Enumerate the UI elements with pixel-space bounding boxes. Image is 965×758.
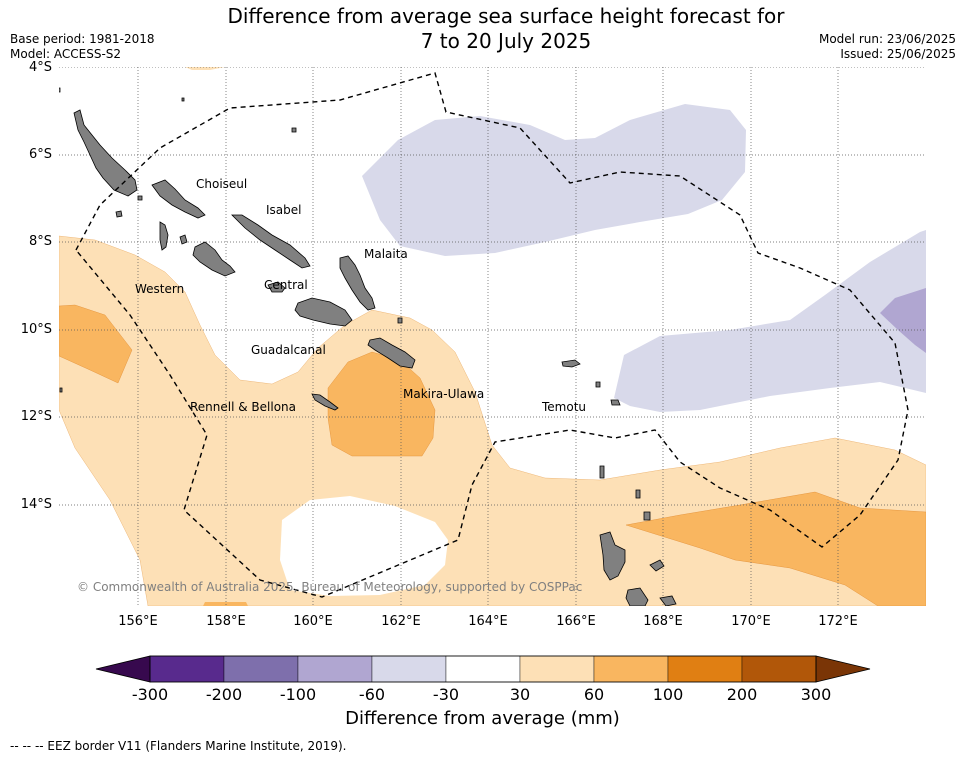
ontong-java-island — [59, 87, 61, 93]
anomaly-60-100-west — [59, 304, 133, 384]
lon-label-162e: 162°E — [381, 614, 421, 629]
colorbar-tick-label: -30 — [432, 685, 460, 704]
small-islet-4 — [179, 234, 188, 245]
malaita-island — [339, 255, 376, 311]
colorbar-tick-label: 60 — [583, 685, 605, 704]
colorbar-frame — [149, 655, 817, 683]
makira-island — [367, 337, 416, 369]
colorbar-over-arrow — [815, 655, 871, 683]
anomaly-60-100-top — [185, 67, 225, 70]
lon-label-156e: 156°E — [118, 614, 158, 629]
eez-border — [75, 72, 909, 598]
map-canvas: Choiseul Isabel Malaita Western Central … — [59, 67, 926, 606]
buka-island — [59, 387, 63, 393]
anomaly-60-100-small — [203, 602, 248, 606]
neutral-hole — [280, 496, 448, 596]
choiseul-island — [151, 179, 206, 219]
small-islet-3 — [397, 317, 403, 324]
model-text: Model: ACCESS-S2 — [10, 47, 122, 61]
lat-label-12s: 12°S — [20, 409, 52, 424]
anomaly-neg30-neg60-north — [362, 104, 746, 256]
region-label-makira-ulawa: Makira-Ulawa — [403, 387, 484, 401]
anomaly-neg60-neg100 — [880, 288, 926, 353]
lon-label-160e: 160°E — [293, 614, 333, 629]
small-islet-1 — [181, 97, 185, 102]
lon-label-168e: 168°E — [643, 614, 683, 629]
colorbar-swatch — [593, 655, 669, 683]
central-island — [267, 281, 286, 293]
guadalcanal-island — [294, 297, 353, 327]
lat-label-8s: 8°S — [28, 234, 52, 249]
lon-label-158e: 158°E — [206, 614, 246, 629]
colorbar-swatch — [297, 655, 373, 683]
title-line-2: 7 to 20 July 2025 — [420, 29, 592, 53]
temotu-island-1 — [561, 359, 581, 368]
colorbar-tick-label: 200 — [726, 685, 758, 704]
region-label-temotu: Temotu — [541, 400, 586, 414]
small-islet-5 — [137, 195, 143, 201]
graticule — [59, 67, 926, 606]
vanuatu-island-b — [635, 489, 641, 499]
model-run-text: Model run: 23/06/2025 — [818, 32, 956, 46]
lat-label-6s: 6°S — [28, 147, 52, 162]
vanuatu-island-d — [643, 511, 651, 521]
region-label-central: Central — [264, 278, 308, 292]
colorbar-swatch — [445, 655, 521, 683]
colorbar-swatch — [149, 655, 225, 683]
vanuatu-malekula — [625, 587, 649, 606]
region-label-malaita: Malaita — [364, 247, 408, 261]
colorbar-tick-label: 100 — [652, 685, 684, 704]
issued-text: Issued: 25/06/2025 — [840, 47, 956, 61]
colorbar — [95, 655, 871, 683]
region-label-rennell-bellona: Rennell & Bellona — [190, 400, 296, 414]
isabel-island — [231, 214, 311, 269]
lon-label-164e: 164°E — [468, 614, 508, 629]
land-masses — [59, 87, 677, 606]
vanuatu-island-a — [649, 559, 665, 572]
region-label-choiseul: Choiseul — [196, 177, 247, 191]
rennell-island — [311, 393, 339, 411]
small-islet-6 — [599, 465, 605, 479]
colorbar-tick-label: -60 — [358, 685, 386, 704]
colorbar-tick-label: -100 — [279, 685, 317, 704]
colorbar-tick-label: -300 — [131, 685, 169, 704]
lon-label-166e: 166°E — [556, 614, 596, 629]
colorbar-swatch — [741, 655, 817, 683]
anomaly-60-100-makira — [327, 351, 436, 457]
base-period-text: Base period: 1981-2018 — [10, 32, 155, 46]
map-title: Difference from average sea surface heig… — [0, 4, 965, 54]
lon-label-172e: 172°E — [818, 614, 858, 629]
copyright-text: © Commonwealth of Australia 2025, Bureau… — [77, 580, 583, 594]
lat-label-4s: 4°S — [28, 60, 52, 75]
colorbar-swatch — [223, 655, 299, 683]
anomaly-neg30-neg60-east — [614, 230, 926, 412]
meta-right: Model run: 23/06/2025 Issued: 25/06/2025 — [819, 32, 956, 62]
colorbar-swatch — [519, 655, 595, 683]
colorbar-tick-label: -200 — [205, 685, 243, 704]
small-islet-2 — [291, 127, 297, 133]
eez-legend: -- -- -- EEZ border V11 (Flanders Marine… — [10, 739, 347, 753]
bougainville-island — [73, 109, 138, 197]
title-line-1: Difference from average sea surface heig… — [227, 4, 785, 28]
lon-label-170e: 170°E — [731, 614, 771, 629]
temotu-island-3 — [610, 399, 621, 406]
shortland-island — [115, 210, 123, 218]
colorbar-title: Difference from average (mm) — [345, 708, 620, 729]
region-label-guadalcanal: Guadalcanal — [251, 343, 326, 357]
vanuatu-espiritu-santo — [599, 531, 626, 581]
colorbar-under-arrow — [95, 655, 151, 683]
lat-label-10s: 10°S — [20, 322, 52, 337]
western-small-island — [159, 221, 169, 251]
colorbar-tick-label: 300 — [800, 685, 832, 704]
colorbar-tick-label: 30 — [509, 685, 531, 704]
temotu-island-2 — [595, 381, 601, 388]
vanuatu-island-c — [659, 595, 677, 606]
region-label-isabel: Isabel — [266, 203, 301, 217]
new-georgia-island — [192, 241, 236, 277]
colorbar-swatch — [371, 655, 447, 683]
meta-left: Base period: 1981-2018 Model: ACCESS-S2 — [10, 32, 155, 62]
lat-label-14s: 14°S — [20, 497, 52, 512]
colorbar-swatch — [667, 655, 743, 683]
region-label-western: Western — [135, 282, 184, 296]
